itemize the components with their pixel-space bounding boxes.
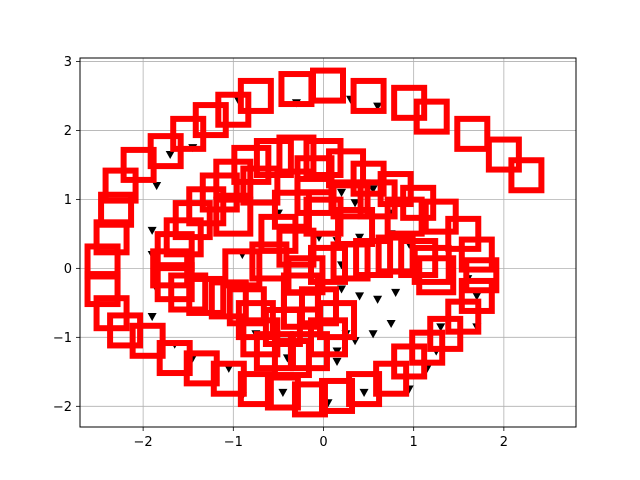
triangle-marker	[337, 188, 347, 197]
inner-square-marker	[249, 241, 290, 282]
triangle-marker	[472, 292, 482, 301]
outer-square-marker	[508, 157, 545, 194]
outer-square-marker	[84, 271, 121, 308]
triangle-marker	[373, 295, 383, 304]
inner-square-marker	[411, 244, 452, 285]
triangle-marker	[391, 288, 401, 298]
outer-square-marker	[215, 91, 252, 128]
outer-square-marker	[454, 115, 491, 152]
y-tick-label: −1	[53, 331, 72, 346]
inner-square-marker	[222, 248, 263, 289]
triangle-marker	[373, 102, 383, 111]
inner-square-marker	[240, 317, 281, 358]
triangle-marker	[359, 388, 369, 398]
y-tick-label: −2	[53, 400, 72, 415]
inner-square-marker	[330, 179, 371, 220]
inner-square-marker	[213, 158, 254, 199]
triangle-marker	[355, 233, 365, 242]
outer-square-marker	[107, 312, 144, 349]
inner-square-marker	[240, 165, 281, 206]
inner-square-marker	[213, 196, 254, 237]
outer-square-marker	[350, 77, 387, 114]
x-tick-label: −1	[224, 435, 243, 450]
inner-square-marker	[335, 206, 376, 247]
inner-square-marker	[280, 289, 321, 330]
outer-square-marker	[391, 84, 428, 121]
triangle-marker	[152, 181, 162, 191]
inner-square-marker	[294, 155, 335, 196]
triangle-marker	[386, 319, 396, 329]
axes-frame	[79, 57, 577, 428]
triangle-marker	[147, 226, 157, 235]
inner-square-marker	[186, 275, 227, 316]
triangle-marker	[278, 388, 288, 398]
inner-square-marker	[384, 196, 425, 237]
y-tick-label: 2	[64, 124, 72, 139]
outer-square-marker	[102, 167, 139, 204]
outer-square-marker	[120, 146, 157, 183]
outer-square-marker	[93, 219, 130, 256]
outer-square-marker	[458, 277, 495, 314]
inner-square-marker	[258, 213, 299, 254]
x-tick-label: 1	[410, 435, 418, 450]
axis-ticks: −2 −1 0 1 2 −2 −1 0 1 2 3	[53, 55, 508, 450]
triangle-marker	[368, 330, 378, 339]
triangle-marker	[224, 364, 234, 373]
x-tick-label: −2	[134, 435, 153, 450]
outer-square-marker	[278, 71, 315, 108]
triangle-marker	[147, 313, 157, 322]
y-tick-label: 3	[64, 55, 72, 70]
triangle-marker	[355, 292, 365, 301]
data-markers	[84, 67, 545, 418]
triangle-marker	[350, 199, 360, 208]
triangle-marker	[332, 357, 342, 366]
inner-square-marker	[253, 138, 294, 179]
inner-square-marker	[199, 172, 240, 213]
y-tick-label: 1	[64, 193, 72, 208]
outer-square-marker	[485, 136, 522, 173]
triangle-marker	[436, 323, 446, 332]
inner-square-marker	[416, 255, 457, 296]
outer-square-marker	[463, 257, 500, 294]
x-tick-label: 0	[319, 435, 327, 450]
x-tick-label: 2	[500, 435, 508, 450]
y-tick-label: 0	[64, 262, 72, 277]
inner-square-marker	[186, 186, 227, 227]
triangle-marker	[337, 285, 347, 294]
triangle-marker	[368, 185, 378, 194]
triangle-marker	[165, 150, 175, 160]
